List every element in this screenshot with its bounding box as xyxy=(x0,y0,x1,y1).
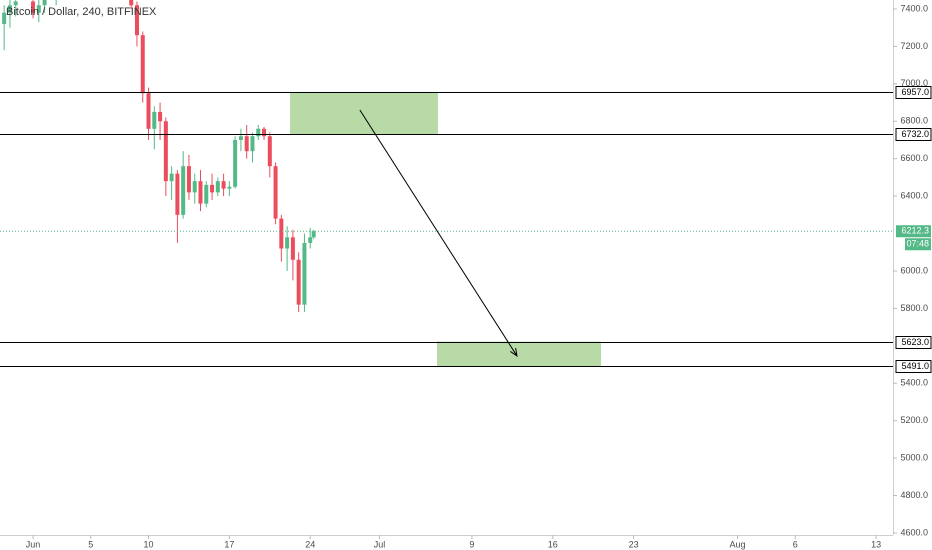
y-tick-label: 7400.0 xyxy=(900,3,928,13)
candle-body xyxy=(129,0,134,6)
x-tick-label: 9 xyxy=(469,539,474,549)
candle-body xyxy=(227,186,232,189)
y-tick-label: 5200.0 xyxy=(900,415,928,425)
candle-body xyxy=(181,166,186,215)
candle-body xyxy=(279,218,284,249)
zone xyxy=(290,91,438,134)
candle-body xyxy=(273,166,278,219)
candle-body xyxy=(134,5,139,36)
candle-body xyxy=(302,242,307,305)
y-tick-label: 7200.0 xyxy=(900,41,928,51)
y-tick-label: 5400.0 xyxy=(900,378,928,388)
x-tick-label: 24 xyxy=(305,539,315,549)
candle-body xyxy=(244,136,249,152)
x-tick-label: 13 xyxy=(871,539,881,549)
y-tick-label: 6400.0 xyxy=(900,190,928,200)
level-label: 6732.0 xyxy=(901,129,929,139)
chart-title: Bitcoin / Dollar, 240, BITFINEX xyxy=(6,6,157,18)
candle-body xyxy=(262,128,267,137)
countdown: 07:48 xyxy=(906,239,929,249)
y-tick-label: 4800.0 xyxy=(900,490,928,500)
candle-body xyxy=(290,237,295,260)
level-label: 6957.0 xyxy=(901,87,929,97)
candle-body xyxy=(267,136,272,167)
candle-body xyxy=(296,259,301,305)
candle-body xyxy=(175,173,180,215)
level-label: 5491.0 xyxy=(901,361,929,371)
candle-body xyxy=(233,139,238,187)
last-price-label: 6212.3 xyxy=(901,226,929,236)
y-tick-label: 5000.0 xyxy=(900,452,928,462)
candle-body xyxy=(192,181,197,193)
candle-body xyxy=(311,231,316,238)
candle-body xyxy=(198,181,203,204)
plot-area xyxy=(2,0,602,367)
countdown-box xyxy=(905,238,931,251)
candle-body xyxy=(7,5,12,13)
candle-body xyxy=(163,121,168,182)
x-tick-label: 17 xyxy=(224,539,234,549)
y-tick-label: 6000.0 xyxy=(900,265,928,275)
candle-body xyxy=(158,111,163,122)
candle-body xyxy=(285,237,290,249)
candle-body xyxy=(256,128,261,137)
candle-body xyxy=(31,1,36,13)
x-tick-label: 10 xyxy=(144,539,154,549)
candle-body xyxy=(210,184,215,193)
zone xyxy=(437,341,602,367)
y-tick-label: 4600.0 xyxy=(900,527,928,537)
candle-body xyxy=(152,111,157,129)
candle-body xyxy=(221,181,226,189)
level-label-box xyxy=(895,360,932,373)
candle-body xyxy=(308,237,313,243)
candle-body xyxy=(186,166,191,193)
candle-body xyxy=(215,181,220,193)
candle-body xyxy=(204,184,209,204)
candle-body xyxy=(13,1,18,6)
x-tick-label: 16 xyxy=(548,539,558,549)
candle-body xyxy=(238,136,243,140)
candle-body xyxy=(169,173,174,182)
arrow-line xyxy=(359,109,518,357)
x-tick-label: Jun xyxy=(26,539,41,549)
candle-body xyxy=(36,5,41,13)
x-tick-label: 23 xyxy=(629,539,639,549)
level-label-box xyxy=(895,86,932,99)
candle-body xyxy=(250,136,255,152)
y-tick-label: 5800.0 xyxy=(900,303,928,313)
x-tick-label: 6 xyxy=(793,539,798,549)
x-tick-label: 5 xyxy=(88,539,93,549)
arrow-head xyxy=(510,347,518,358)
x-tick-label: Jul xyxy=(374,539,386,549)
x-tick-label: Aug xyxy=(730,539,746,549)
level-label-box xyxy=(895,336,932,349)
last-price-box xyxy=(896,225,931,238)
candle-body xyxy=(140,35,145,94)
level-label-box xyxy=(895,128,932,141)
candle-body xyxy=(42,0,47,6)
y-tick-label: 6600.0 xyxy=(900,153,928,163)
y-tick-label: 6800.0 xyxy=(900,116,928,126)
candle-body xyxy=(146,93,151,129)
y-tick-label: 7000.0 xyxy=(900,78,928,88)
level-label: 5623.0 xyxy=(901,337,929,347)
candle-body xyxy=(2,12,7,24)
